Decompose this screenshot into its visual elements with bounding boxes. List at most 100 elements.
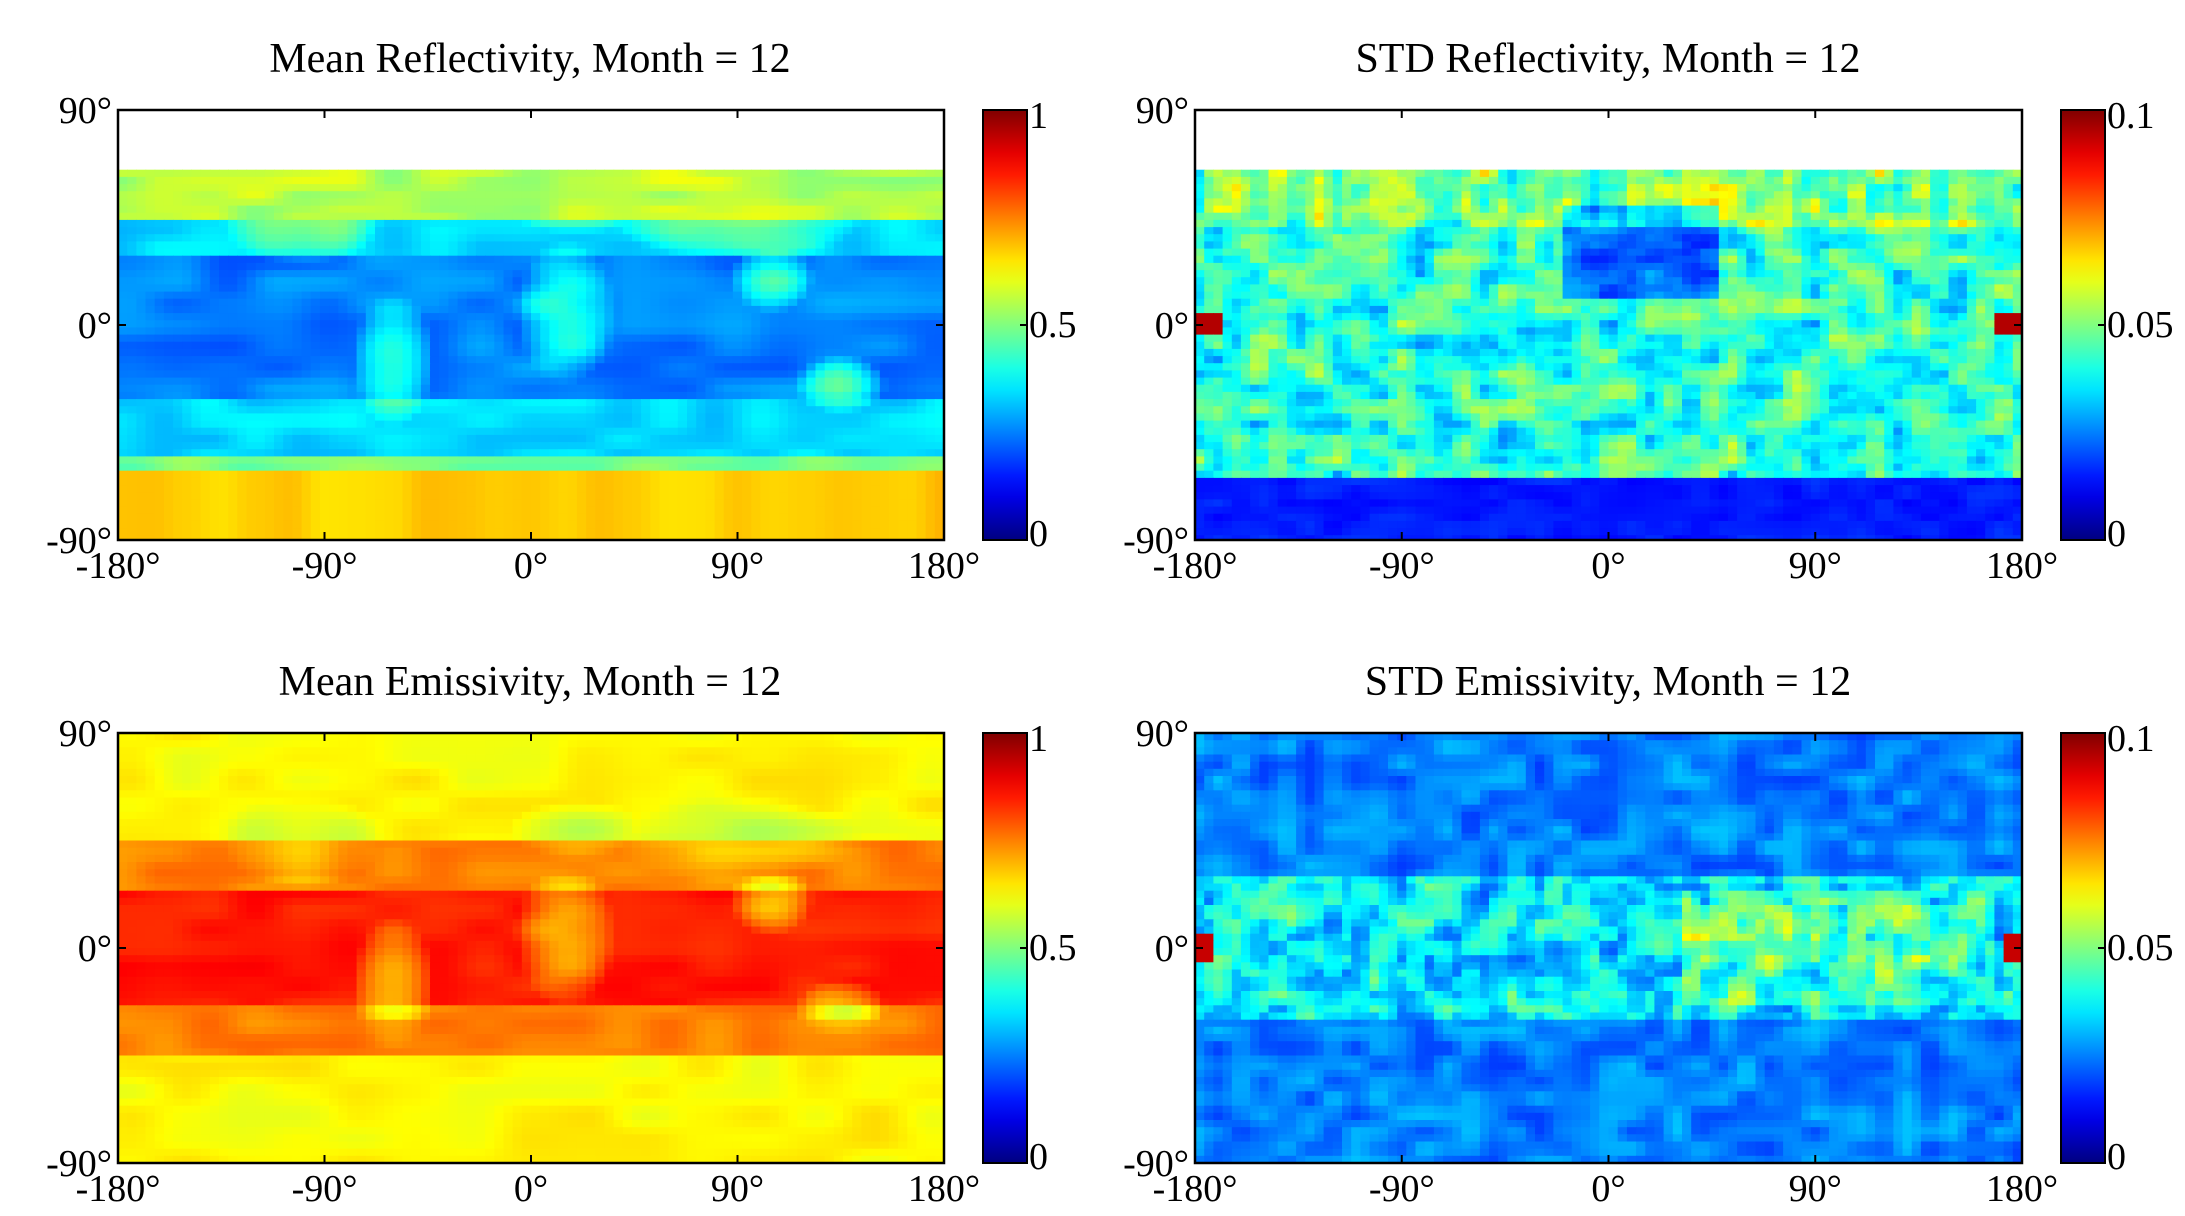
heatmap-cell	[613, 255, 624, 264]
heatmap-cell	[136, 456, 147, 465]
heatmap-cell	[632, 169, 642, 178]
heatmap-cell	[650, 348, 661, 357]
heatmap-cell	[118, 227, 128, 235]
heatmap-cell	[732, 205, 743, 214]
heatmap-cell	[283, 191, 293, 199]
heatmap-cell	[163, 370, 174, 379]
heatmap-cell	[916, 499, 927, 508]
heatmap-cell	[898, 485, 908, 493]
heatmap-cell	[861, 506, 872, 515]
heatmap-cell	[705, 406, 716, 414]
heatmap-cell	[512, 463, 523, 472]
heatmap-cell	[430, 334, 440, 343]
heatmap-cell	[843, 219, 853, 228]
heatmap-cell	[402, 176, 413, 185]
heatmap-cell	[567, 427, 578, 436]
heatmap-cell	[393, 313, 404, 321]
heatmap-cell	[375, 320, 385, 328]
heatmap-cell	[127, 305, 137, 314]
heatmap-cell	[833, 334, 844, 343]
heatmap-cell	[604, 434, 615, 443]
heatmap-cell	[292, 227, 303, 235]
heatmap-cell	[219, 456, 229, 465]
heatmap-cell	[182, 298, 192, 307]
heatmap-cell	[1654, 176, 1665, 185]
heatmap-cell	[301, 456, 312, 465]
heatmap-cell	[219, 227, 229, 235]
heatmap-cell	[576, 255, 587, 264]
heatmap-cell	[136, 406, 147, 414]
heatmap-cell	[283, 420, 293, 429]
heatmap-cell	[898, 227, 908, 235]
heatmap-cell	[659, 470, 670, 479]
heatmap-cell	[531, 513, 541, 522]
heatmap-cell	[852, 327, 862, 336]
heatmap-cell	[402, 348, 413, 357]
heatmap-cell	[934, 241, 945, 250]
heatmap-cell	[677, 492, 688, 500]
heatmap-cell	[163, 341, 174, 350]
heatmap-cell	[173, 327, 183, 336]
heatmap-cell	[448, 348, 459, 357]
heatmap-cell	[301, 348, 312, 357]
heatmap-cell	[402, 298, 413, 307]
heatmap-cell	[1195, 169, 1205, 178]
heatmap-cell	[512, 391, 523, 400]
heatmap-cell	[870, 370, 881, 379]
heatmap-cell	[402, 277, 413, 285]
heatmap-cell	[292, 234, 303, 242]
heatmap-cell	[163, 348, 174, 357]
heatmap-cell	[384, 485, 394, 493]
heatmap-cell	[1810, 169, 1821, 178]
heatmap-cell	[1369, 184, 1380, 192]
heatmap-cell	[898, 241, 908, 250]
heatmap-cell	[531, 262, 541, 271]
heatmap-cell	[788, 420, 798, 429]
heatmap-cell	[576, 305, 587, 314]
heatmap-cell	[659, 270, 670, 278]
heatmap-cell	[329, 406, 339, 414]
heatmap-cell	[503, 384, 514, 393]
heatmap-cell	[888, 262, 899, 271]
heatmap-cell	[705, 169, 716, 178]
heatmap-cell	[668, 470, 679, 479]
heatmap-cell	[659, 227, 670, 235]
heatmap-cell	[329, 241, 339, 250]
heatmap-cell	[870, 535, 881, 541]
heatmap-cell	[439, 485, 449, 493]
heatmap-cell	[209, 506, 220, 515]
heatmap-cell	[852, 348, 862, 357]
heatmap-cell	[916, 506, 927, 515]
heatmap-cell	[420, 205, 431, 214]
heatmap-cell	[815, 470, 826, 479]
heatmap-cell	[384, 205, 394, 214]
heatmap-cell	[411, 406, 422, 414]
heatmap-cell	[393, 298, 404, 307]
heatmap-cell	[549, 262, 560, 271]
heatmap-cell	[677, 248, 688, 257]
heatmap-cell	[687, 413, 697, 422]
heatmap-cell	[219, 449, 229, 457]
heatmap-cell	[420, 370, 431, 379]
heatmap-cell	[677, 363, 688, 371]
heatmap-cell	[540, 234, 550, 242]
heatmap-cell	[145, 485, 156, 493]
heatmap-cell	[732, 442, 743, 450]
heatmap-cell	[200, 456, 211, 465]
heatmap-cell	[531, 270, 541, 278]
heatmap-cell	[145, 370, 156, 379]
heatmap-cell	[283, 262, 293, 271]
heatmap-cell	[393, 356, 404, 364]
heatmap-cell	[402, 227, 413, 235]
heatmap-cell	[200, 406, 211, 414]
heatmap-cell	[595, 241, 605, 250]
heatmap-cell	[632, 341, 642, 350]
heatmap-cell	[907, 305, 918, 314]
heatmap-cell	[677, 427, 688, 436]
heatmap-cell	[595, 227, 605, 235]
heatmap-cell	[411, 291, 422, 300]
heatmap-cell	[705, 377, 716, 386]
heatmap-cell	[466, 198, 477, 207]
heatmap-cell	[430, 528, 440, 536]
heatmap-cell	[714, 420, 725, 429]
